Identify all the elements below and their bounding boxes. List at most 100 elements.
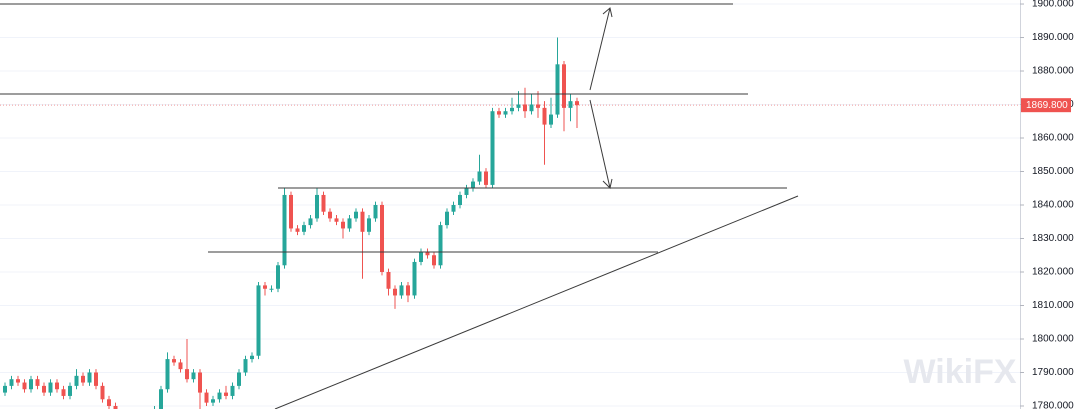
y-tick-label: 1810.000 — [1032, 300, 1074, 311]
candle-body — [451, 205, 456, 212]
candle-body — [386, 271, 391, 289]
candle-body — [523, 104, 527, 112]
candle-body — [48, 382, 53, 393]
candle-body — [55, 382, 59, 390]
candle-body — [503, 111, 508, 115]
y-tick-label: 1790.000 — [1032, 367, 1074, 378]
candle-body — [471, 181, 475, 189]
candle-body — [224, 392, 228, 396]
y-tick-label: 1880.000 — [1032, 66, 1074, 77]
candle-body — [94, 372, 98, 386]
trend-line — [274, 195, 799, 409]
candle-body — [191, 372, 196, 380]
candle-body — [9, 379, 14, 386]
candle-body — [107, 399, 111, 406]
candle-body — [360, 211, 365, 232]
candle-body — [61, 389, 66, 396]
candle-body — [185, 369, 189, 380]
candle-body — [510, 107, 514, 112]
y-tick-label: 1890.000 — [1032, 32, 1074, 43]
candle-body — [42, 385, 46, 393]
candle-body — [445, 211, 449, 226]
y-tick-label: 1860.000 — [1032, 133, 1074, 144]
candle-body — [113, 405, 118, 409]
candle-body — [516, 104, 521, 108]
candle-body — [282, 194, 287, 266]
candle-body — [334, 218, 339, 222]
candle-body — [68, 385, 72, 396]
candle-body — [165, 359, 170, 390]
y-tick-label: 1800.000 — [1032, 334, 1074, 345]
y-axis: 1780.000 1790.000 1800.000 1810.000 1820.000… — [1020, 0, 1074, 409]
candle-body — [3, 385, 7, 393]
y-tick-label: 1900.000 — [1032, 0, 1074, 10]
candle-body — [211, 399, 215, 403]
last-price-label: 1869.800 — [1026, 100, 1068, 111]
candle-body — [549, 114, 553, 125]
candle-body — [204, 392, 209, 403]
candle-body — [269, 288, 274, 290]
last-price-box — [1021, 98, 1071, 113]
candle-body — [315, 194, 319, 219]
candle-body — [276, 265, 280, 289]
candle-body — [568, 101, 573, 108]
candle-body — [159, 389, 163, 409]
candle-body — [399, 285, 404, 296]
candle-body — [373, 205, 378, 219]
candle-body — [477, 171, 482, 182]
candle-body — [16, 379, 20, 383]
grid — [0, 3, 1020, 407]
candle-body — [464, 188, 469, 195]
candle-body — [425, 251, 430, 256]
candle-body — [295, 228, 300, 232]
candle-body — [490, 111, 495, 185]
y-tick-label: 1850.000 — [1032, 166, 1074, 177]
watermark: WikiFX — [903, 353, 1016, 391]
candle-body — [367, 218, 371, 232]
candle-body — [198, 372, 202, 393]
candle-body — [35, 379, 40, 386]
candle-body — [406, 285, 410, 296]
candle-body — [412, 261, 417, 296]
candle-body — [172, 359, 176, 363]
candle-body — [81, 375, 85, 383]
candle-body — [178, 362, 183, 370]
candle-body — [256, 285, 261, 356]
candle-body — [380, 205, 384, 272]
candle-body — [341, 221, 345, 229]
candle-body — [289, 194, 293, 229]
candle-body — [302, 225, 306, 232]
candle-body — [562, 64, 566, 108]
candle-body — [87, 372, 92, 383]
candle-body — [22, 382, 27, 390]
candle-body — [354, 211, 358, 219]
candle-body — [438, 225, 443, 266]
candle-body — [217, 392, 222, 400]
candle-body — [555, 64, 560, 115]
candle-body — [237, 372, 241, 386]
candle-body — [74, 375, 79, 386]
candle-body — [536, 104, 540, 108]
candle-body — [575, 101, 579, 106]
y-tick-label: 1820.000 — [1032, 267, 1074, 278]
candle-body — [458, 194, 462, 206]
arrow-down — [589, 99, 613, 189]
candle-body — [230, 385, 235, 396]
y-tick-label: 1840.000 — [1032, 200, 1074, 211]
arrow-up — [589, 7, 613, 91]
y-tick-label: 1780.000 — [1032, 401, 1074, 409]
candle-body — [250, 355, 254, 360]
candle-body — [328, 211, 332, 219]
y-tick-label: 1830.000 — [1032, 233, 1074, 244]
candle-body — [308, 218, 313, 226]
candle-body — [529, 104, 534, 112]
candle-body — [497, 111, 501, 115]
drawings — [0, 3, 799, 409]
candle-body — [100, 385, 105, 400]
candle-body — [542, 107, 547, 125]
candle-body — [321, 194, 326, 212]
candle-body — [243, 359, 248, 373]
candle-body — [263, 285, 267, 289]
candle-body — [432, 255, 436, 266]
